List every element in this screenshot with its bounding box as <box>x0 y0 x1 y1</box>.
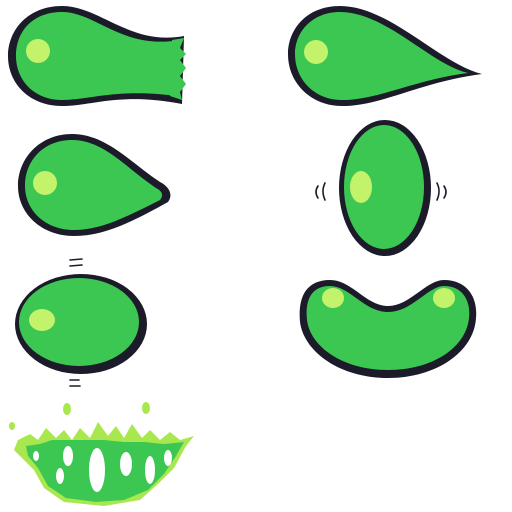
highlight <box>322 288 344 308</box>
frame-stretch-tail-frayed <box>8 6 186 106</box>
highlight <box>26 39 50 63</box>
highlight <box>350 171 372 203</box>
blob-body <box>295 12 468 100</box>
blob-body <box>19 278 139 366</box>
blob-body <box>16 12 180 100</box>
highlight <box>29 309 55 331</box>
splash-droplets <box>9 402 150 430</box>
frame-splat <box>9 402 194 506</box>
tail-fray <box>170 38 186 100</box>
highlight <box>33 171 57 195</box>
blob-body <box>344 125 424 249</box>
highlight <box>304 40 328 64</box>
frame-teardrop <box>18 134 171 236</box>
highlight <box>433 288 455 308</box>
splat-inner <box>26 440 184 502</box>
blob-body <box>25 140 163 230</box>
motion-lines <box>315 182 447 201</box>
blob-body <box>306 286 470 370</box>
motion-lines <box>69 258 83 387</box>
splat-holes <box>33 446 172 492</box>
frame-kidney-squash <box>299 280 477 378</box>
frame-stretch-tail-pointed <box>288 6 482 106</box>
frame-squash-vertical-oval <box>315 120 447 256</box>
frame-round-blob <box>15 258 147 387</box>
